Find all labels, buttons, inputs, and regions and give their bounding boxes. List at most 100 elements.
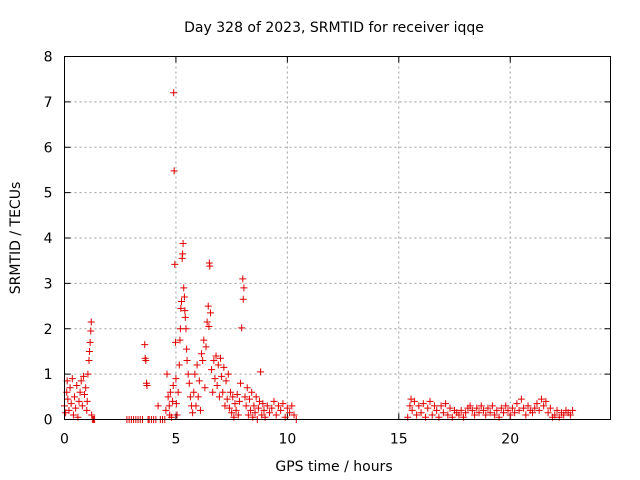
data-point — [482, 411, 490, 419]
data-point — [486, 409, 494, 417]
data-point — [142, 357, 150, 365]
data-point — [172, 400, 180, 408]
data-point — [413, 411, 421, 419]
data-point — [243, 384, 251, 392]
data-point — [513, 400, 521, 408]
data-point — [225, 404, 233, 412]
data-point — [83, 406, 91, 414]
data-point — [68, 375, 76, 383]
data-point — [424, 404, 432, 412]
data-point — [544, 409, 552, 417]
data-point — [274, 402, 282, 410]
data-point — [540, 402, 548, 410]
data-point — [220, 363, 228, 371]
y-tick-label: 1 — [44, 367, 53, 383]
data-point — [166, 388, 174, 396]
data-point — [69, 411, 77, 419]
data-point — [209, 388, 217, 396]
data-point — [234, 411, 242, 419]
data-point — [497, 404, 505, 412]
data-point — [212, 352, 220, 360]
data-point — [163, 370, 171, 378]
data-point — [173, 411, 181, 419]
data-point — [417, 409, 425, 417]
data-point — [83, 397, 91, 405]
data-point — [500, 409, 508, 417]
data-point — [408, 406, 416, 414]
data-point — [473, 404, 481, 412]
data-point — [504, 406, 512, 414]
data-point — [185, 379, 193, 387]
data-point — [195, 377, 203, 385]
data-point — [204, 302, 212, 310]
data-point — [165, 402, 173, 410]
data-point — [76, 388, 84, 396]
data-point — [179, 239, 187, 247]
data-point — [211, 375, 219, 383]
data-point — [199, 357, 207, 365]
data-point — [560, 411, 568, 419]
y-axis-label: SRMTID / TECUs — [8, 182, 24, 295]
data-point — [235, 397, 243, 405]
data-point — [208, 366, 216, 374]
data-point — [517, 395, 525, 403]
data-point — [85, 347, 93, 355]
data-point — [238, 324, 246, 332]
data-point — [272, 411, 280, 419]
data-point — [263, 402, 271, 410]
data-point — [221, 402, 229, 410]
data-point — [520, 404, 528, 412]
data-point — [477, 402, 485, 410]
data-point — [569, 406, 577, 414]
data-point — [268, 404, 276, 412]
y-tick-label: 7 — [44, 95, 53, 111]
y-tick-label: 2 — [44, 322, 53, 338]
data-point — [201, 384, 209, 392]
data-point — [64, 395, 72, 403]
data-point — [239, 275, 247, 283]
y-tick-label: 8 — [44, 50, 53, 66]
data-point — [182, 325, 190, 333]
data-point — [551, 411, 559, 419]
data-point — [81, 391, 89, 399]
data-point — [186, 393, 194, 401]
data-point — [196, 406, 204, 414]
data-point — [529, 409, 536, 417]
data-point — [219, 388, 227, 396]
data-point — [169, 381, 177, 389]
data-point — [277, 406, 285, 414]
data-point — [250, 402, 258, 410]
data-point — [217, 354, 224, 362]
data-points — [61, 89, 577, 423]
chart-title: Day 328 of 2023, SRMTID for receiver iqq… — [184, 20, 484, 36]
x-tick-label: 5 — [171, 432, 180, 448]
data-point — [410, 397, 418, 405]
data-point — [462, 409, 470, 417]
data-point — [232, 406, 240, 414]
y-tick-label: 6 — [44, 140, 53, 156]
data-point — [457, 406, 465, 414]
data-point — [455, 411, 463, 419]
data-point — [433, 406, 441, 414]
data-point — [183, 345, 191, 353]
data-point — [468, 406, 476, 414]
data-point — [178, 298, 185, 306]
data-point — [73, 381, 81, 389]
data-point — [213, 381, 221, 389]
data-point — [206, 262, 214, 270]
x-axis-label: GPS time / hours — [275, 459, 392, 475]
data-point — [542, 397, 550, 405]
data-point — [248, 388, 256, 396]
x-tick-label: 20 — [501, 432, 519, 448]
data-point — [181, 313, 189, 321]
data-point — [172, 375, 180, 383]
data-point — [533, 400, 541, 408]
data-point — [86, 338, 94, 346]
data-point — [290, 411, 298, 419]
data-point — [419, 400, 427, 408]
data-point — [484, 404, 492, 412]
data-point — [260, 406, 268, 414]
data-point — [177, 304, 185, 312]
data-point — [65, 406, 73, 414]
